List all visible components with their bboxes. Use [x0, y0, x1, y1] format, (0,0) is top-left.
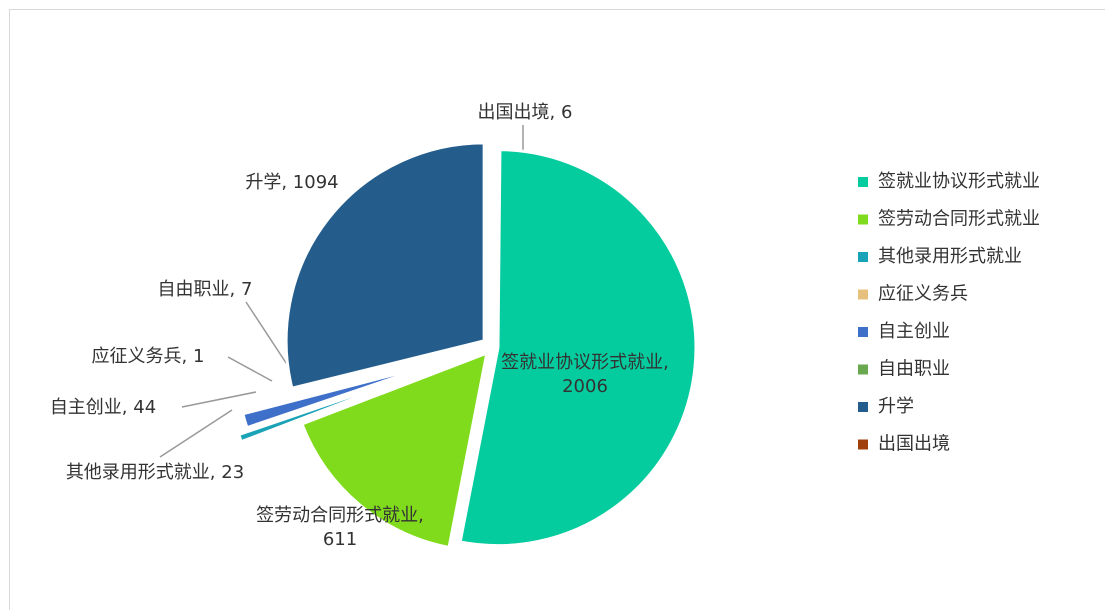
legend-swatch [858, 289, 868, 300]
pie-slice [282, 349, 477, 403]
pie-slice [490, 137, 496, 338]
legend-label: 签就业协议形式就业 [878, 171, 1040, 192]
legend-swatch [858, 252, 868, 262]
legend-swatch [858, 364, 868, 375]
legend-label: 签劳动合同形式就业 [878, 209, 1040, 230]
data-label: 签劳动合同形式就业, 611 [256, 505, 424, 550]
data-label: 自由职业, 7 [157, 279, 253, 300]
legend-swatch [858, 177, 868, 187]
legend-swatch [858, 327, 868, 337]
data-label: 其他录用形式就业, 23 [65, 462, 245, 483]
data-label: 自主创业, 44 [49, 397, 157, 418]
legend-label: 应征义务兵 [878, 284, 968, 305]
legend-label: 自主创业 [878, 321, 950, 342]
data-label: 签就业协议形式就业, 2006 [501, 352, 669, 397]
pie-slice [245, 364, 436, 432]
frame-border [9, 9, 1105, 610]
data-label: 应征义务兵, 1 [91, 346, 205, 367]
leader-line [159, 409, 233, 458]
legend-swatch [858, 214, 868, 225]
pie-slice [300, 350, 489, 550]
data-label: 出国出境, 6 [477, 102, 573, 123]
legend-label: 自由职业 [878, 359, 950, 380]
legend-label: 出国出境 [878, 434, 950, 455]
data-label: 升学, 1094 [245, 172, 339, 193]
legend-label: 其他录用形式就业 [878, 246, 1022, 267]
leader-line [227, 356, 273, 382]
pie-slice [284, 141, 486, 391]
pie-slice [458, 148, 698, 548]
pie-slice [236, 369, 427, 444]
leader-line [181, 391, 257, 408]
pie-slice [241, 362, 435, 430]
leader-line [245, 301, 293, 373]
legend-label: 升学 [878, 396, 914, 417]
legend-swatch [858, 439, 868, 450]
legend-swatch [858, 402, 868, 412]
